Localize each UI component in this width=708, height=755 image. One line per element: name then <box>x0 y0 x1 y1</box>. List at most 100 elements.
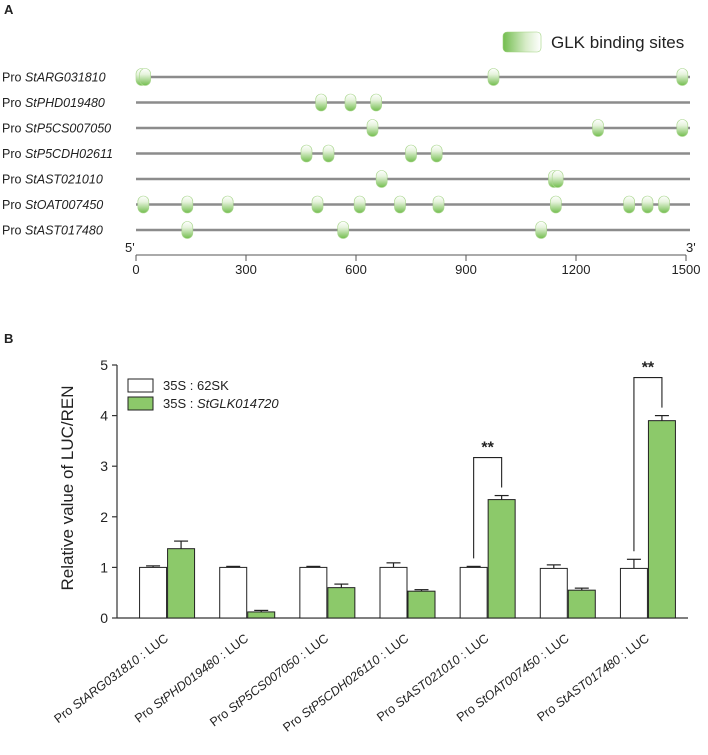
category-gene: StARG031810 <box>70 653 143 713</box>
promoter-prefix: Pro <box>2 71 25 85</box>
bar-control <box>139 566 168 619</box>
promoter-row: Pro StP5CS007050 <box>2 119 690 137</box>
glk-binding-site <box>676 68 689 86</box>
promoter-axis: 5' 3' 0 300 600 900 1200 1500 <box>125 240 700 277</box>
glk-binding-site <box>366 119 379 137</box>
promoter-prefix: Pro <box>2 198 25 212</box>
promoter-axis-tick-label: 1200 <box>562 262 591 277</box>
glk-binding-site <box>487 68 500 86</box>
bar-control <box>219 566 248 619</box>
category-suffix: : LUC <box>535 631 572 664</box>
bar-treatment <box>487 499 516 619</box>
glk-binding-site <box>551 170 564 188</box>
glk-binding-site <box>221 195 234 214</box>
glk-binding-site <box>370 93 382 112</box>
y-tick-label: 0 <box>100 610 108 626</box>
legend-prefix: 35S : <box>163 378 197 393</box>
y-tick-label: 1 <box>100 559 108 575</box>
y-tick-label: 3 <box>100 458 108 474</box>
promoter-label: Pro StP5CS007050 <box>2 122 111 136</box>
promoter-label: Pro StAST021010 <box>2 173 103 187</box>
bar-treatment <box>567 589 596 619</box>
bar-treatment <box>247 611 276 619</box>
bar-treatment <box>647 420 676 619</box>
promoter-row: Pro StP5CDH02611 <box>2 144 690 163</box>
glk-binding-site <box>394 195 406 214</box>
glk-binding-site <box>181 195 194 214</box>
glk-binding-site <box>658 195 670 214</box>
promoter-row: Pro StPHD019480 <box>2 93 690 112</box>
category-gene: StAST017480 <box>553 653 624 711</box>
promoter-gene: StPHD019480 <box>25 96 105 110</box>
category-gene: StP5CDH026110 <box>299 653 383 721</box>
end-3-label: 3' <box>686 240 696 255</box>
promoter-axis-tick-label: 600 <box>345 262 367 277</box>
bar-control <box>379 566 408 619</box>
glk-legend-swatch <box>502 31 542 53</box>
promoter-row: Pro StARG031810 <box>2 68 690 86</box>
promoter-gene: StP5CS007050 <box>25 122 111 136</box>
panel-b: B Relative value of LUC/REN 0 1 2 3 4 5 Pro St… <box>4 331 688 735</box>
category-suffix: : LUC <box>615 631 652 664</box>
promoter-prefix: Pro <box>2 224 25 238</box>
y-axis-title: Relative value of LUC/REN <box>58 385 77 590</box>
promoter-prefix: Pro <box>2 173 25 187</box>
promoter-gene: StAST021010 <box>25 173 103 187</box>
significance-label: ** <box>642 360 655 377</box>
glk-binding-site <box>344 93 357 112</box>
promoter-gene: StARG031810 <box>25 71 106 85</box>
significance-bracket <box>473 456 503 559</box>
glk-binding-site <box>641 195 654 214</box>
legend-swatch <box>127 378 154 393</box>
glk-binding-site <box>430 144 443 163</box>
bar-treatment <box>167 548 196 619</box>
glk-binding-site <box>623 195 635 214</box>
glk-binding-site <box>337 221 349 239</box>
end-5-label: 5' <box>125 240 135 255</box>
panel-b-label: B <box>4 331 13 346</box>
bar-control <box>299 566 328 619</box>
category-gene: StAST021010 <box>393 653 464 711</box>
legend-name: 62SK <box>197 378 229 393</box>
y-tick-label: 5 <box>100 357 108 373</box>
category-suffix: : LUC <box>375 631 412 664</box>
promoter-label: Pro StP5CDH02611 <box>2 147 113 161</box>
promoter-axis-tick-label: 0 <box>132 262 139 277</box>
promoter-axis-tick-label: 900 <box>455 262 477 277</box>
y-tick-label: 4 <box>100 408 108 424</box>
glk-binding-site <box>550 195 562 214</box>
promoter-row: Pro StOAT007450 <box>2 195 690 214</box>
legend-label: 35S : StGLK014720 <box>163 396 279 411</box>
category-label: Pro StP5CDH026110 : LUC <box>280 631 411 734</box>
promoter-row: Pro StAST017480 <box>2 221 690 239</box>
bar-control <box>459 566 488 619</box>
legend-name: StGLK014720 <box>197 396 279 411</box>
glk-binding-site <box>432 195 445 214</box>
promoter-label: Pro StARG031810 <box>2 71 106 85</box>
bar-treatment <box>407 590 436 619</box>
promoter-prefix: Pro <box>2 147 25 161</box>
glk-binding-site <box>592 119 604 137</box>
legend-label: 35S : 62SK <box>163 378 229 393</box>
glk-binding-site <box>405 144 417 163</box>
promoter-label: Pro StOAT007450 <box>2 198 103 212</box>
bar-control <box>619 567 648 619</box>
bar-treatment <box>327 587 356 619</box>
glk-binding-site <box>181 221 194 239</box>
panel-a-label: A <box>4 2 14 17</box>
category-suffix: : LUC <box>455 631 492 664</box>
promoter-axis-tick-label: 300 <box>235 262 257 277</box>
glk-binding-site <box>137 195 150 214</box>
significance-bracket <box>633 377 663 552</box>
glk-binding-site <box>353 195 366 214</box>
glk-binding-site <box>322 144 335 163</box>
glk-binding-site <box>676 119 689 137</box>
bar-control <box>539 567 568 619</box>
category-gene: StP5CS007050 <box>226 653 303 716</box>
category-gene: StOAT007450 <box>472 653 543 711</box>
category-gene: StPHD019480 <box>150 653 222 712</box>
